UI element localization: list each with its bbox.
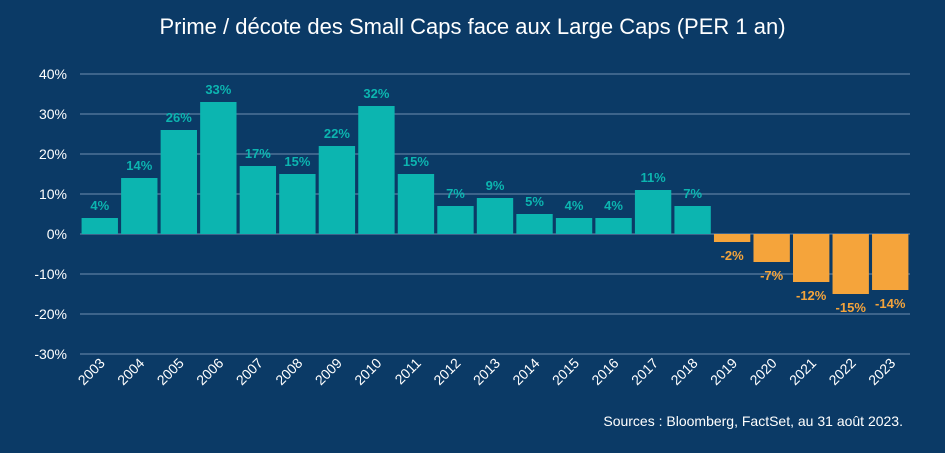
bar — [358, 106, 395, 234]
chart-title: Prime / décote des Small Caps face aux L… — [159, 14, 786, 39]
bar — [239, 166, 277, 234]
x-tick-label: 2017 — [628, 355, 661, 388]
y-tick-label: 30% — [39, 106, 67, 122]
bar — [160, 130, 197, 234]
bar — [476, 198, 514, 234]
x-tick-label: 2022 — [825, 355, 858, 388]
x-tick-label: 2009 — [312, 355, 345, 388]
x-tick-label: 2010 — [351, 355, 384, 388]
data-label: 11% — [640, 170, 666, 185]
x-tick-label: 2007 — [233, 355, 266, 388]
x-tick-label: 2013 — [470, 355, 503, 388]
x-tick-label: 2006 — [193, 355, 226, 388]
y-tick-label: 40% — [39, 66, 67, 82]
data-label: 5% — [525, 194, 544, 209]
data-label: 17% — [245, 146, 271, 161]
data-label: 26% — [166, 110, 192, 125]
data-label: 15% — [284, 154, 310, 169]
data-label: -15% — [836, 300, 867, 315]
data-label: 33% — [205, 82, 231, 97]
data-label: 7% — [446, 186, 465, 201]
bar — [121, 178, 158, 234]
y-tick-label: 20% — [39, 146, 67, 162]
data-label: -12% — [796, 288, 827, 303]
bar — [753, 234, 790, 262]
data-label: 4% — [565, 198, 584, 213]
x-tick-label: 2005 — [154, 355, 187, 388]
data-label: -14% — [875, 296, 906, 311]
x-tick-label: 2019 — [707, 355, 740, 388]
y-tick-label: 10% — [39, 186, 67, 202]
y-tick-label: -10% — [34, 266, 67, 282]
bar — [437, 206, 474, 234]
x-tick-label: 2004 — [114, 355, 147, 388]
x-tick-label: 2012 — [430, 355, 463, 388]
bar — [634, 190, 672, 234]
data-label: 7% — [683, 186, 702, 201]
bar — [279, 174, 316, 234]
x-tick-label: 2020 — [746, 355, 779, 388]
bar — [674, 206, 711, 234]
x-tick-label: 2014 — [509, 355, 542, 388]
bar — [832, 234, 869, 294]
source-note: Sources : Bloomberg, FactSet, au 31 août… — [603, 413, 903, 429]
x-tick-label: 2015 — [549, 355, 582, 388]
bar — [555, 218, 593, 234]
x-tick-label: 2018 — [667, 355, 700, 388]
bar — [872, 234, 909, 290]
data-label: 32% — [363, 86, 389, 101]
x-tick-label: 2011 — [391, 355, 424, 388]
data-label: 9% — [486, 178, 505, 193]
x-tick-label: 2016 — [588, 355, 621, 388]
y-tick-label: -20% — [34, 306, 67, 322]
data-label: 4% — [90, 198, 109, 213]
data-label: 4% — [604, 198, 623, 213]
bar — [713, 234, 751, 242]
x-tick-label: 2021 — [786, 355, 819, 388]
bar — [516, 214, 553, 234]
bar — [318, 146, 356, 234]
bar — [397, 174, 435, 234]
bar — [200, 102, 237, 234]
bar — [81, 218, 118, 234]
y-tick-label: 0% — [47, 226, 67, 242]
data-label: 15% — [403, 154, 429, 169]
y-tick-label: -30% — [34, 346, 67, 362]
data-label: -7% — [760, 268, 784, 283]
data-label: 14% — [126, 158, 152, 173]
data-label: -2% — [721, 248, 745, 263]
x-tick-label: 2008 — [272, 355, 305, 388]
bar — [595, 218, 632, 234]
x-tick-label: 2023 — [865, 355, 898, 388]
data-label: 22% — [324, 126, 350, 141]
bar — [793, 234, 830, 282]
x-tick-label: 2003 — [75, 355, 108, 388]
